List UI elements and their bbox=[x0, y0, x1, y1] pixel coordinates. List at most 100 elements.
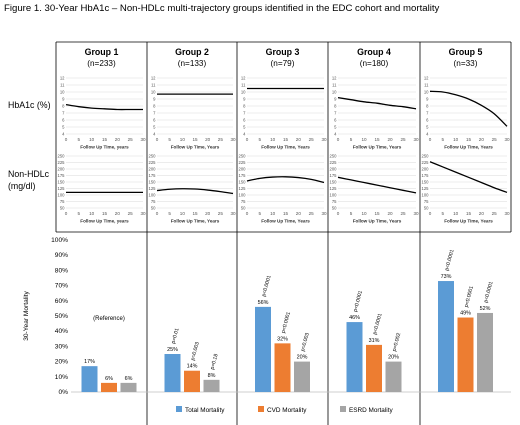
x-tick-label: 30 bbox=[230, 211, 236, 216]
x-tick-label: 25 bbox=[128, 137, 134, 142]
x-tick-label: 10 bbox=[361, 137, 367, 142]
x-tick-label: 10 bbox=[89, 137, 95, 142]
x-tick-label: 5 bbox=[350, 211, 353, 216]
legend-swatch bbox=[340, 406, 346, 412]
x-tick-label: 30 bbox=[504, 137, 510, 142]
y-tick-label: 12 bbox=[60, 76, 65, 81]
y-tick-label: 150 bbox=[422, 180, 430, 185]
x-axis-label: Follow Up Time, years bbox=[80, 219, 129, 224]
y-tick-label: 9 bbox=[62, 97, 65, 102]
y-tick-label: 250 bbox=[330, 154, 338, 159]
x-axis-label: Follow Up Time, years bbox=[80, 145, 129, 150]
x-tick-label: 20 bbox=[387, 211, 393, 216]
y-tick-label: 200 bbox=[149, 167, 157, 172]
bar-total-mortality bbox=[255, 306, 271, 392]
y-tick-label: 8 bbox=[334, 104, 337, 109]
bar-value-label: 8% bbox=[208, 373, 216, 379]
y-tick-label: 150 bbox=[330, 180, 338, 185]
bar-y-tick-label: 100% bbox=[51, 237, 68, 244]
y-tick-label: 9 bbox=[426, 97, 429, 102]
bar-esrd-mortality bbox=[120, 382, 137, 392]
y-tick-label: 125 bbox=[149, 186, 157, 191]
bar-y-tick-label: 20% bbox=[55, 359, 68, 366]
y-tick-label: 200 bbox=[239, 167, 247, 172]
x-axis-label: Follow Up Time, Years bbox=[261, 219, 310, 224]
legend-swatch bbox=[258, 406, 264, 412]
x-axis-label: Follow Up Time, Years bbox=[171, 219, 220, 224]
y-tick-label: 100 bbox=[149, 193, 157, 198]
trajectory-line-hba1c bbox=[337, 96, 417, 110]
y-tick-label: 6 bbox=[153, 118, 156, 123]
row-label-nonhdl: (mg/dl) bbox=[8, 181, 35, 191]
y-tick-label: 250 bbox=[149, 154, 157, 159]
bar-y-tick-label: 60% bbox=[55, 298, 68, 305]
bar-esrd-mortality bbox=[203, 379, 220, 392]
p-value-label: p<0.0001 bbox=[483, 281, 494, 304]
trajectory-line-nonhdl bbox=[246, 176, 325, 184]
p-value-label: p=0.01 bbox=[171, 327, 181, 344]
x-tick-label: 25 bbox=[218, 137, 224, 142]
y-tick-label: 100 bbox=[422, 193, 430, 198]
p-value-label: p<0.0001 bbox=[444, 249, 455, 272]
y-tick-label: 50 bbox=[424, 206, 429, 211]
y-tick-label: 150 bbox=[239, 180, 247, 185]
y-tick-label: 5 bbox=[243, 125, 246, 130]
bar-value-label: 6% bbox=[105, 376, 113, 382]
x-tick-label: 5 bbox=[442, 137, 445, 142]
x-tick-label: 10 bbox=[270, 211, 276, 216]
x-tick-label: 20 bbox=[205, 211, 211, 216]
x-tick-label: 25 bbox=[128, 211, 134, 216]
y-tick-label: 8 bbox=[62, 104, 65, 109]
y-tick-label: 8 bbox=[426, 104, 429, 109]
x-tick-label: 25 bbox=[309, 211, 315, 216]
bar-y-tick-label: 30% bbox=[55, 343, 68, 350]
x-tick-label: 20 bbox=[115, 211, 121, 216]
y-tick-label: 10 bbox=[332, 90, 337, 95]
y-tick-label: 50 bbox=[60, 206, 65, 211]
x-tick-label: 5 bbox=[168, 211, 171, 216]
y-tick-label: 100 bbox=[58, 193, 66, 198]
y-tick-label: 11 bbox=[60, 83, 65, 88]
group-title: Group 2 bbox=[175, 47, 209, 57]
y-tick-label: 4 bbox=[153, 132, 156, 137]
y-tick-label: 200 bbox=[422, 167, 430, 172]
x-axis-label: Follow Up Time, Years bbox=[353, 219, 402, 224]
x-tick-label: 10 bbox=[89, 211, 95, 216]
bar-cvd-mortality bbox=[101, 382, 117, 392]
bar-value-label: 14% bbox=[187, 364, 198, 370]
y-tick-label: 6 bbox=[62, 118, 65, 123]
bar-cvd-mortality bbox=[366, 344, 382, 392]
x-tick-label: 0 bbox=[246, 211, 249, 216]
y-tick-label: 7 bbox=[426, 111, 429, 116]
bar-cvd-mortality bbox=[184, 370, 200, 392]
y-tick-label: 12 bbox=[424, 76, 429, 81]
bar-value-label: 56% bbox=[258, 300, 269, 306]
x-tick-label: 25 bbox=[492, 211, 498, 216]
y-tick-label: 225 bbox=[330, 160, 338, 165]
y-tick-label: 4 bbox=[62, 132, 65, 137]
p-value-label: p<0.0001 bbox=[372, 313, 383, 336]
bar-value-label: 52% bbox=[480, 306, 491, 312]
trajectory-line-nonhdl bbox=[156, 188, 234, 195]
y-tick-label: 75 bbox=[424, 199, 429, 204]
x-tick-label: 0 bbox=[246, 137, 249, 142]
bar-y-tick-label: 10% bbox=[55, 374, 68, 381]
x-tick-label: 5 bbox=[78, 211, 81, 216]
x-axis-label: Follow Up Time, Years bbox=[444, 145, 493, 150]
x-tick-label: 10 bbox=[270, 137, 276, 142]
group-title: Group 3 bbox=[266, 47, 300, 57]
y-tick-label: 6 bbox=[334, 118, 337, 123]
x-tick-label: 30 bbox=[504, 211, 510, 216]
x-tick-label: 5 bbox=[78, 137, 81, 142]
x-tick-label: 0 bbox=[337, 211, 340, 216]
x-tick-label: 15 bbox=[283, 137, 289, 142]
bar-y-tick-label: 90% bbox=[55, 252, 68, 259]
x-tick-label: 15 bbox=[192, 137, 198, 142]
p-value-label: p=0.003 bbox=[190, 341, 201, 361]
bar-esrd-mortality bbox=[385, 361, 402, 392]
trajectory-line-hba1c bbox=[429, 90, 508, 127]
x-tick-label: 0 bbox=[429, 211, 432, 216]
row-label-nonhdl: Non-HDLc bbox=[8, 169, 50, 179]
p-value-label: p=0.003 bbox=[300, 332, 311, 352]
